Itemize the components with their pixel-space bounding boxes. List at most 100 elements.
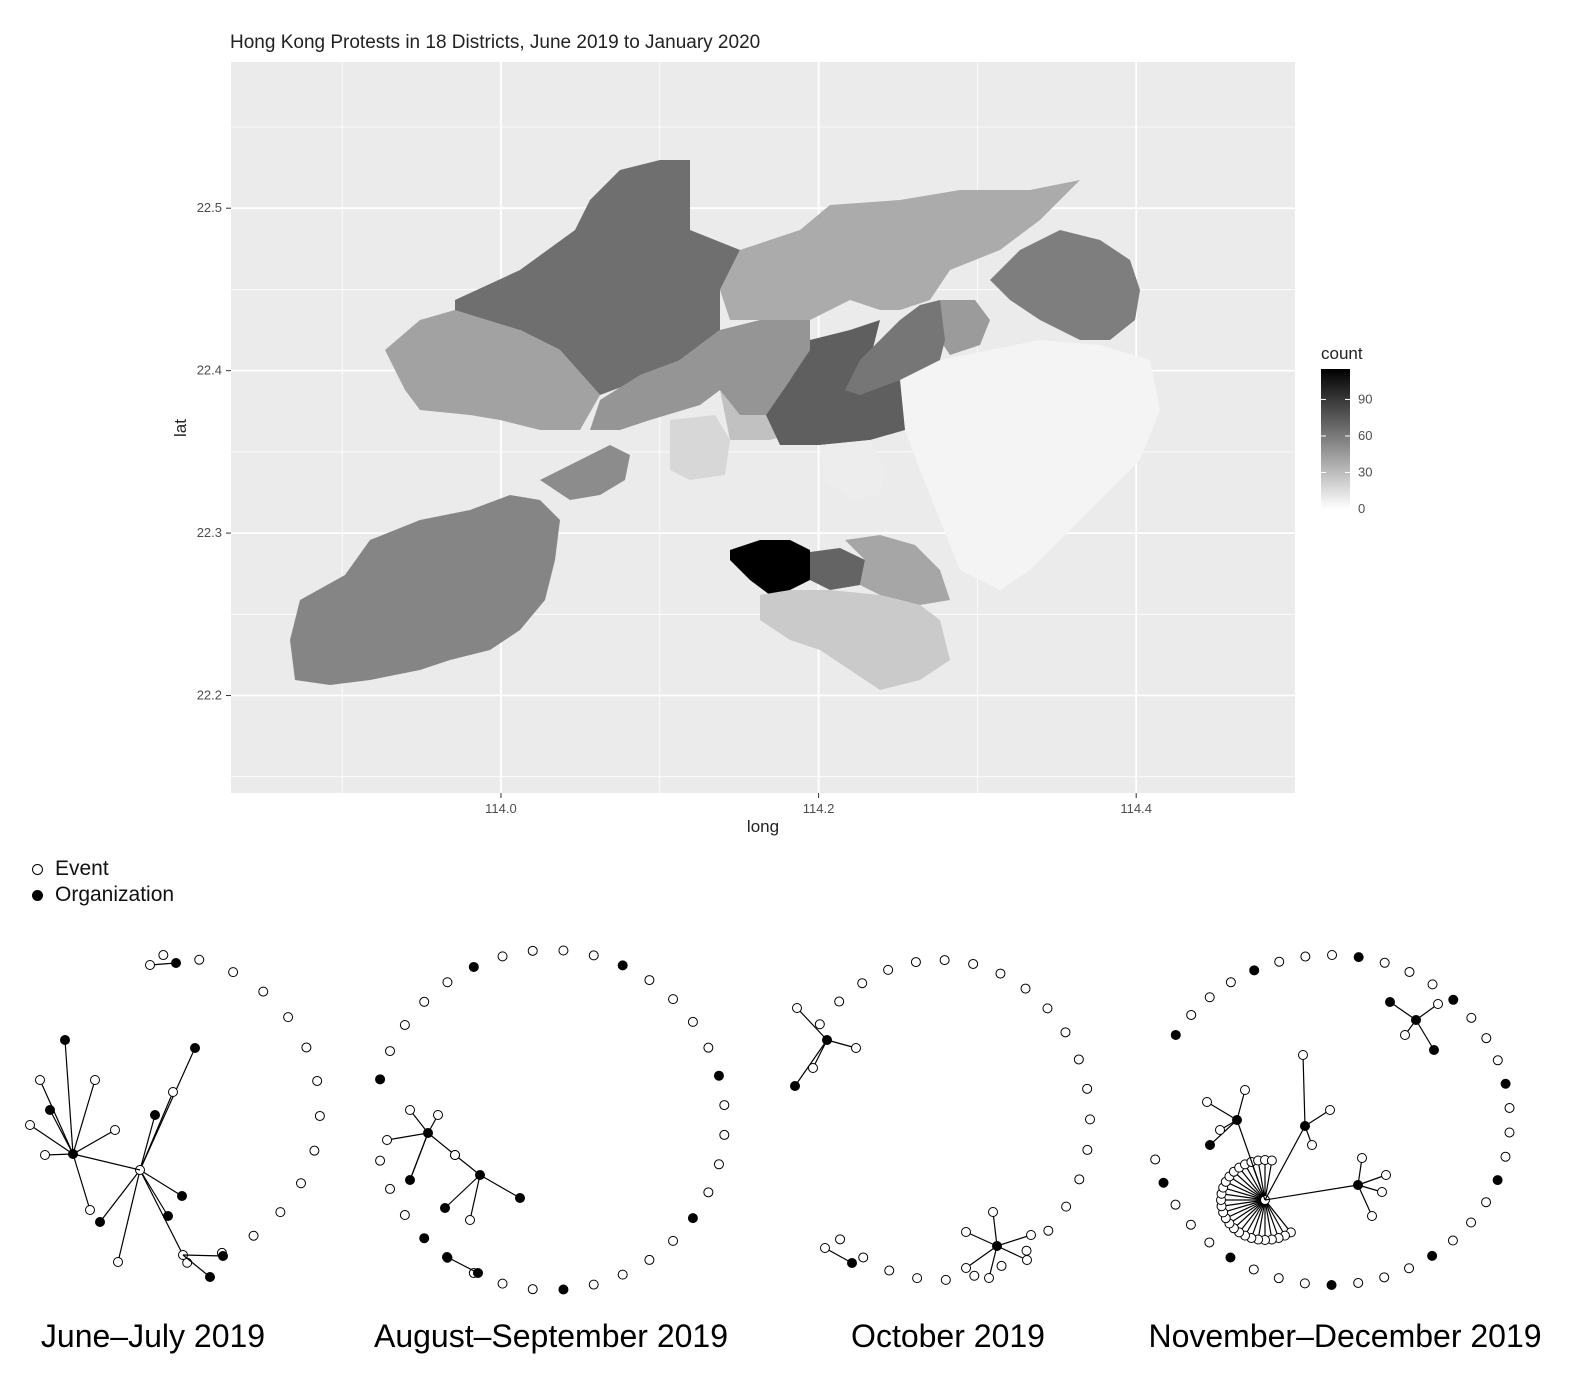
network-edge bbox=[996, 1234, 1032, 1247]
event-node bbox=[1466, 1012, 1477, 1023]
network-edge bbox=[1221, 1193, 1266, 1201]
organization-node bbox=[442, 1252, 452, 1262]
event-node bbox=[883, 964, 894, 975]
organization-node bbox=[1448, 994, 1459, 1005]
event-node bbox=[588, 1279, 599, 1290]
network-edge bbox=[446, 1256, 479, 1274]
district-15 bbox=[810, 548, 865, 590]
organization-node bbox=[1225, 1252, 1236, 1263]
event-node bbox=[617, 1269, 628, 1280]
network-edge bbox=[454, 1154, 481, 1176]
event-node bbox=[1082, 1083, 1093, 1094]
organization-node bbox=[992, 1241, 1002, 1251]
district-12 bbox=[845, 300, 945, 395]
event-node bbox=[405, 1105, 415, 1115]
event-node bbox=[644, 1254, 655, 1265]
event-node bbox=[1074, 1174, 1085, 1185]
event-node bbox=[25, 1120, 35, 1130]
network-edge bbox=[824, 1247, 853, 1264]
y-tick-label: 22.2 bbox=[197, 688, 222, 703]
event-node bbox=[442, 977, 453, 988]
organization-node bbox=[60, 1035, 70, 1045]
organization-node bbox=[375, 1074, 386, 1085]
event-node bbox=[399, 1019, 410, 1030]
network-edge bbox=[996, 1245, 1028, 1261]
network-edge bbox=[72, 1153, 91, 1211]
organization-node bbox=[1411, 1015, 1421, 1025]
district-polygons bbox=[290, 160, 1160, 690]
event-node bbox=[1060, 1027, 1071, 1038]
event-node bbox=[912, 1273, 923, 1284]
organization-node bbox=[1429, 1045, 1439, 1055]
event-node bbox=[301, 1042, 312, 1053]
event-node bbox=[1299, 1278, 1310, 1289]
district-18 bbox=[540, 445, 630, 500]
event-node bbox=[527, 1284, 538, 1295]
organization-node bbox=[218, 1251, 228, 1261]
event-node bbox=[703, 1042, 714, 1053]
event-node bbox=[375, 1155, 386, 1166]
event-node bbox=[558, 945, 569, 956]
event-node bbox=[1433, 999, 1443, 1009]
network-edge bbox=[1206, 1101, 1238, 1121]
event-node bbox=[1186, 1009, 1197, 1020]
event-node bbox=[309, 1145, 320, 1156]
network-edge bbox=[1244, 1164, 1266, 1201]
organization-node bbox=[1249, 965, 1260, 976]
event-node bbox=[1240, 1085, 1250, 1095]
event-node bbox=[312, 1075, 323, 1086]
event-node bbox=[1379, 957, 1390, 968]
event-node bbox=[703, 1187, 714, 1198]
event-node bbox=[961, 1227, 971, 1237]
network-edge bbox=[139, 1169, 169, 1217]
network-panel-2 bbox=[375, 945, 730, 1295]
event-node bbox=[808, 1063, 818, 1073]
network-edge bbox=[1225, 1181, 1266, 1201]
event-node bbox=[1500, 1151, 1511, 1162]
network-edge bbox=[99, 1169, 141, 1223]
network-edge bbox=[469, 1174, 481, 1221]
event-node bbox=[1447, 1235, 1458, 1246]
network-edge bbox=[139, 1169, 184, 1256]
event-node bbox=[1367, 1211, 1377, 1221]
event-node bbox=[1021, 1245, 1032, 1256]
event-node bbox=[248, 1230, 259, 1241]
network-edge bbox=[1233, 1199, 1266, 1229]
network-edge bbox=[427, 1132, 456, 1156]
network-panel-3 bbox=[790, 955, 1095, 1285]
event-node bbox=[1204, 992, 1215, 1003]
event-node bbox=[835, 1234, 846, 1245]
organization-node bbox=[1205, 1140, 1215, 1150]
event-node bbox=[1273, 1273, 1284, 1284]
district-5 bbox=[990, 230, 1140, 340]
network-edge bbox=[988, 1245, 998, 1279]
event-node bbox=[814, 1019, 825, 1030]
event-node bbox=[851, 1043, 861, 1053]
network-edge bbox=[72, 1079, 96, 1155]
y-axis-label: lat bbox=[171, 419, 190, 437]
organization-node bbox=[1492, 1175, 1503, 1186]
organization-node bbox=[163, 1211, 173, 1221]
district-13 bbox=[820, 440, 885, 500]
event-node bbox=[988, 1207, 998, 1217]
event-node bbox=[110, 1125, 120, 1135]
x-tick-label: 114.0 bbox=[485, 801, 517, 816]
y-tick-label: 22.5 bbox=[197, 200, 222, 215]
event-node bbox=[1043, 1225, 1054, 1236]
event-node bbox=[168, 1087, 178, 1097]
network-edge bbox=[1389, 1001, 1417, 1021]
organization-node bbox=[1353, 952, 1364, 963]
network-edge bbox=[1229, 1199, 1266, 1225]
legend-ticks: 0 30 60 90 bbox=[1321, 391, 1372, 516]
y-tick-label: 22.4 bbox=[197, 363, 222, 378]
organization-node bbox=[790, 1081, 800, 1091]
event-node bbox=[858, 1252, 869, 1263]
organization-node bbox=[475, 1170, 485, 1180]
event-node bbox=[1357, 1153, 1367, 1163]
event-node bbox=[90, 1075, 100, 1085]
network-edge bbox=[1264, 1184, 1359, 1201]
district-11 bbox=[590, 320, 810, 430]
event-node bbox=[961, 1263, 971, 1273]
event-node bbox=[1492, 1055, 1503, 1066]
event-node bbox=[644, 975, 655, 986]
